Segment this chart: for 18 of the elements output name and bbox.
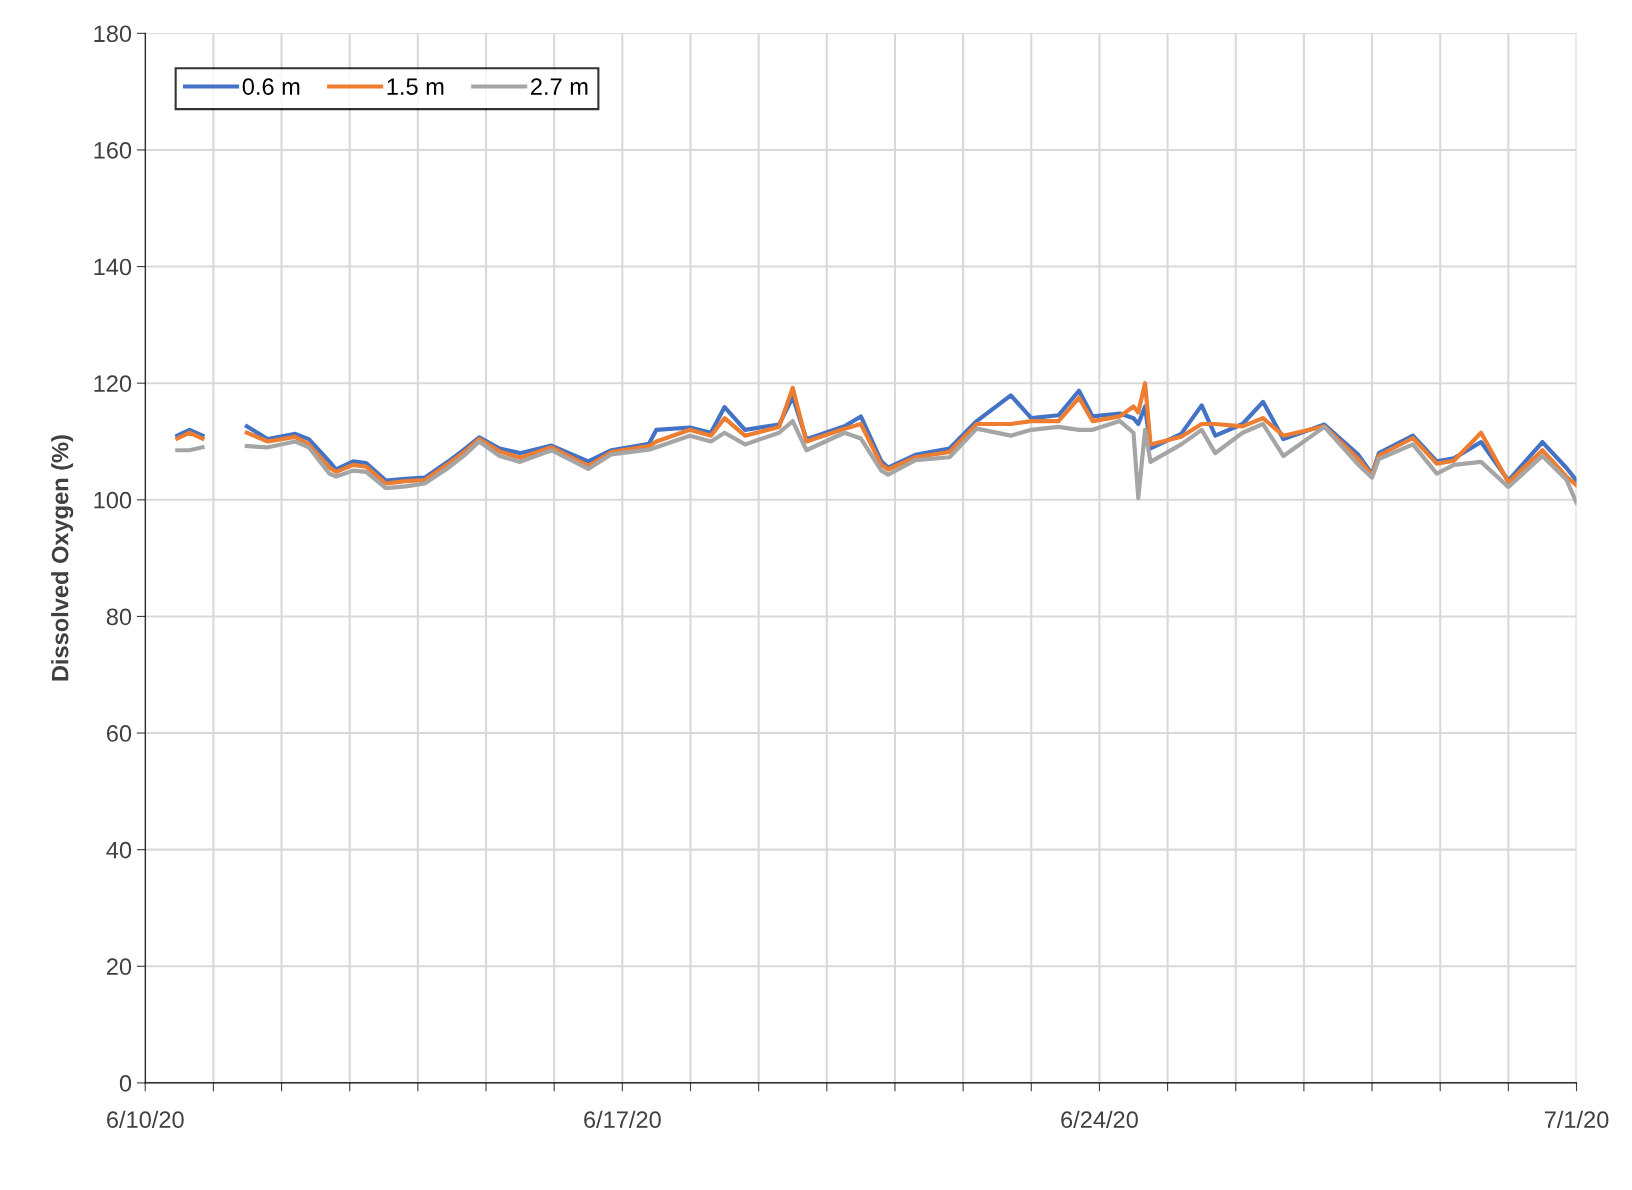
x-tick-label: 6/10/20 bbox=[107, 1110, 184, 1129]
x-tick-label: 7/1/20 bbox=[1544, 1110, 1609, 1129]
y-tick-label: 100 bbox=[94, 491, 132, 509]
y-axis-title: Dissolved Oxygen (%) bbox=[51, 435, 74, 681]
x-tick-label: 6/17/20 bbox=[584, 1110, 661, 1129]
y-tick-label: 180 bbox=[94, 25, 132, 43]
y-tick-label: 120 bbox=[94, 375, 132, 392]
y-tick-label: 140 bbox=[94, 258, 132, 276]
x-tick-label: 6/24/20 bbox=[1061, 1110, 1138, 1129]
legend-label: 1.5 m bbox=[387, 78, 444, 95]
y-tick-label: 20 bbox=[106, 958, 132, 976]
y-tick-label: 60 bbox=[106, 725, 132, 742]
y-tick-label: 160 bbox=[94, 142, 132, 159]
legend-label: 0.6 m bbox=[242, 78, 300, 95]
legend-label: 2.7 m bbox=[531, 78, 588, 95]
y-tick-label: 40 bbox=[106, 841, 132, 859]
y-tick-label: 0 bbox=[119, 1074, 132, 1092]
y-tick-label: 80 bbox=[106, 608, 132, 626]
